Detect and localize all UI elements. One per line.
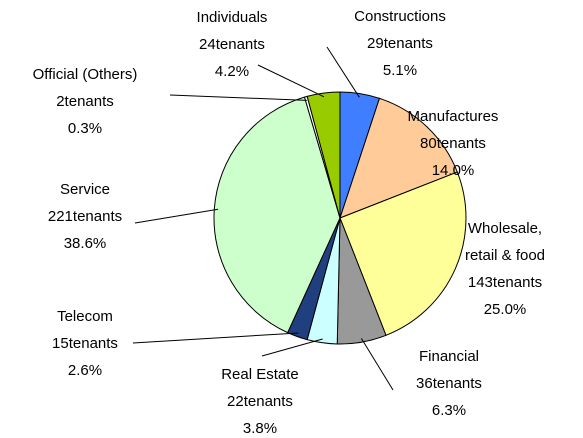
slice-label: Official (Others) [33,66,138,83]
percent-label: 25.0% [484,301,527,318]
slice-label: Individuals [197,9,268,26]
value-label: 80tenants [420,135,486,152]
leader-line [134,208,219,224]
leader-line [360,338,394,391]
slice-label: Real Estate [221,366,299,383]
percent-label: 3.8% [243,420,277,437]
leader-line [261,338,323,357]
value-label: 24tenants [199,36,265,53]
value-label: 15tenants [52,335,118,352]
slice-label: Constructions [354,8,446,25]
slice-label: Wholesale, retail & food [465,220,545,264]
leader-line [257,64,325,98]
percent-label: 14.0% [432,162,475,179]
slice-label: Manufactures [408,108,499,125]
leader-line [326,46,360,98]
value-label: 29tenants [367,35,433,52]
slice-label: Service [60,181,110,198]
slice-label: Financial [419,348,479,365]
percent-label: 0.3% [68,120,102,137]
percent-label: 38.6% [64,235,107,252]
value-label: 22tenants [227,393,293,410]
percent-label: 5.1% [383,62,417,79]
percent-label: 2.6% [68,362,102,379]
value-label: 143tenants [468,274,542,291]
value-label: 2tenants [56,93,114,110]
pie-slice [213,96,341,334]
value-label: 221tenants [48,208,122,225]
percent-label: 6.3% [432,402,466,419]
leader-line [132,332,299,344]
value-label: 36tenants [416,375,482,392]
pie-slice [339,97,458,219]
pie-slice [306,91,341,219]
percent-label: 4.2% [215,63,249,80]
slice-label: Telecom [57,308,113,325]
leader-line [169,94,307,101]
pie-slice [339,171,467,336]
